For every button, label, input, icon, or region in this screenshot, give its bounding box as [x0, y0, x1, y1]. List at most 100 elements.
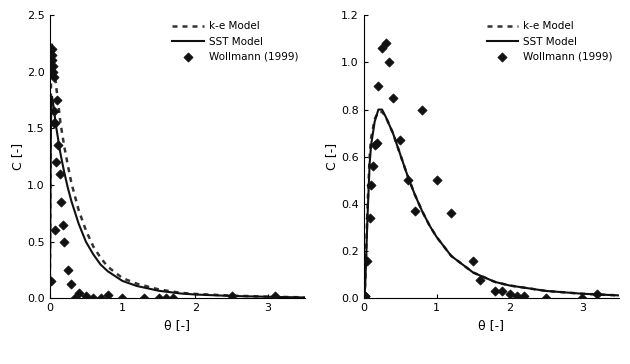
SST Model — [362, 282, 369, 286]
k-e Model — [378, 110, 386, 114]
Wollmann (1999) — [46, 58, 56, 63]
SST Model — [418, 209, 426, 213]
SST Model — [360, 296, 367, 301]
SST Model — [49, 95, 56, 99]
Wollmann (1999) — [410, 208, 420, 214]
k-e Model — [506, 283, 513, 288]
Wollmann (1999) — [468, 258, 478, 264]
Wollmann (1999) — [372, 140, 382, 146]
Wollmann (1999) — [362, 258, 372, 264]
Wollmann (1999) — [161, 296, 171, 301]
k-e Model — [228, 293, 236, 298]
SST Model — [447, 254, 455, 258]
k-e Model — [47, 183, 54, 187]
k-e Model — [362, 254, 370, 258]
SST Model — [371, 119, 379, 123]
SST Model — [469, 270, 477, 275]
k-e Model — [361, 293, 369, 297]
Wollmann (1999) — [49, 108, 59, 114]
Line: k-e Model: k-e Model — [50, 43, 304, 298]
Wollmann (1999) — [48, 63, 58, 69]
Wollmann (1999) — [432, 178, 442, 183]
Wollmann (1999) — [490, 289, 500, 294]
Legend: k-e Model, SST Model, Wollmann (1999): k-e Model, SST Model, Wollmann (1999) — [484, 18, 616, 65]
Wollmann (1999) — [395, 137, 405, 143]
SST Model — [54, 138, 62, 142]
k-e Model — [49, 53, 57, 57]
Wollmann (1999) — [57, 222, 67, 228]
SST Model — [433, 235, 440, 239]
Wollmann (1999) — [45, 278, 55, 284]
Wollmann (1999) — [374, 83, 384, 89]
Wollmann (1999) — [388, 95, 398, 101]
SST Model — [491, 280, 499, 284]
SST Model — [47, 98, 55, 102]
Wollmann (1999) — [51, 159, 61, 165]
Wollmann (1999) — [403, 178, 413, 183]
SST Model — [89, 252, 97, 257]
Wollmann (1999) — [47, 46, 57, 52]
Wollmann (1999) — [366, 182, 376, 188]
SST Model — [579, 292, 587, 296]
k-e Model — [265, 294, 272, 299]
Wollmann (1999) — [48, 69, 58, 75]
k-e Model — [360, 295, 368, 300]
Wollmann (1999) — [56, 199, 66, 205]
k-e Model — [389, 131, 397, 135]
Wollmann (1999) — [154, 296, 164, 301]
k-e Model — [404, 174, 411, 178]
Wollmann (1999) — [103, 292, 113, 298]
Wollmann (1999) — [227, 293, 237, 299]
SST Model — [364, 216, 371, 220]
SST Model — [366, 162, 374, 166]
k-e Model — [133, 282, 140, 286]
SST Model — [301, 295, 308, 300]
k-e Model — [49, 41, 56, 46]
k-e Model — [97, 256, 105, 260]
Wollmann (1999) — [49, 120, 59, 126]
SST Model — [46, 285, 54, 289]
k-e Model — [396, 152, 404, 157]
k-e Model — [51, 70, 59, 74]
k-e Model — [491, 280, 499, 284]
Wollmann (1999) — [53, 143, 63, 149]
SST Model — [362, 261, 370, 265]
Y-axis label: C [-]: C [-] — [11, 143, 24, 170]
X-axis label: θ [-]: θ [-] — [164, 319, 190, 332]
SST Model — [104, 269, 112, 273]
SST Model — [51, 113, 59, 117]
Wollmann (1999) — [74, 290, 84, 296]
Wollmann (1999) — [578, 296, 588, 301]
k-e Model — [615, 293, 622, 298]
k-e Model — [67, 181, 75, 185]
k-e Model — [75, 208, 83, 212]
k-e Model — [375, 110, 382, 114]
Wollmann (1999) — [168, 296, 178, 301]
SST Model — [64, 185, 71, 190]
SST Model — [82, 240, 89, 244]
SST Model — [46, 262, 54, 267]
Wollmann (1999) — [505, 291, 515, 297]
Wollmann (1999) — [88, 296, 98, 301]
Wollmann (1999) — [49, 75, 59, 80]
SST Model — [47, 138, 55, 142]
k-e Model — [366, 155, 374, 159]
SST Model — [542, 289, 550, 293]
SST Model — [506, 283, 513, 288]
Wollmann (1999) — [417, 107, 427, 112]
Wollmann (1999) — [497, 289, 507, 294]
k-e Model — [104, 265, 112, 269]
Wollmann (1999) — [47, 52, 57, 58]
k-e Model — [418, 209, 426, 213]
SST Model — [97, 262, 105, 267]
Y-axis label: C [-]: C [-] — [326, 143, 338, 170]
SST Model — [375, 107, 382, 112]
Wollmann (1999) — [117, 296, 127, 301]
Wollmann (1999) — [70, 296, 80, 301]
k-e Model — [47, 104, 55, 108]
SST Model — [396, 152, 404, 157]
SST Model — [60, 169, 68, 174]
k-e Model — [46, 245, 54, 250]
k-e Model — [367, 136, 375, 140]
Wollmann (1999) — [59, 239, 69, 245]
